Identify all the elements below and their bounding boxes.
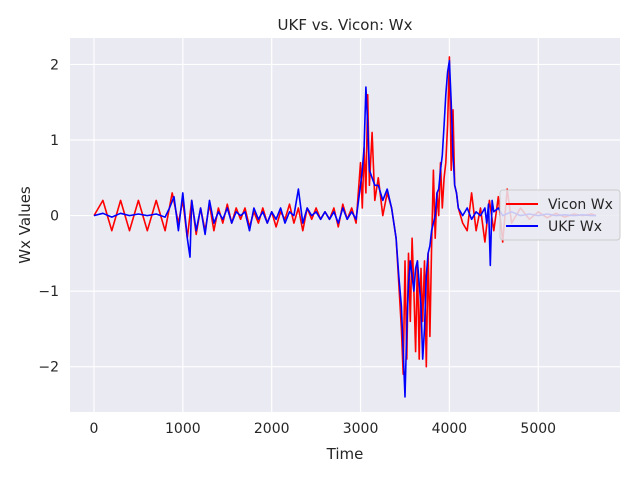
y-axis-label: Wx Values <box>16 186 34 264</box>
y-tick-label: 2 <box>50 57 59 73</box>
ticks: 0 1000 2000 3000 4000 5000 −2 −1 0 1 2 <box>38 57 556 437</box>
x-tick-label: 3000 <box>343 421 379 437</box>
y-tick-label: −2 <box>38 360 59 376</box>
y-tick-label: −1 <box>38 284 59 300</box>
series-layer <box>93 56 597 398</box>
y-tick-label: 1 <box>50 133 59 149</box>
x-tick-label: 5000 <box>520 421 556 437</box>
x-tick-label: 2000 <box>254 421 290 437</box>
series-line-vicon-wx <box>93 56 597 376</box>
legend-box <box>499 189 621 241</box>
legend: Vicon Wx UKF Wx <box>499 189 621 241</box>
legend-label-vicon: Vicon Wx <box>548 197 613 213</box>
x-axis-label: Time <box>326 445 364 463</box>
series-line-ukf-wx <box>93 59 596 398</box>
chart-title: UKF vs. Vicon: Wx <box>278 16 413 34</box>
x-tick-label: 1000 <box>165 421 201 437</box>
x-tick-label: 0 <box>90 421 99 437</box>
legend-label-ukf: UKF Wx <box>548 219 602 235</box>
x-tick-label: 4000 <box>432 421 468 437</box>
y-tick-label: 0 <box>50 209 59 225</box>
